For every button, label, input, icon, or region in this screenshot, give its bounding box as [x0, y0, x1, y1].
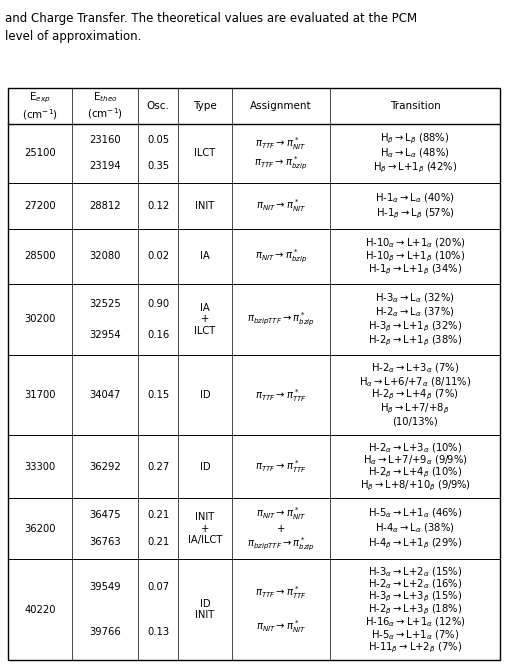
Text: H-2$_{\alpha}$$\rightarrow$L$_{\alpha}$ (37%): H-2$_{\alpha}$$\rightarrow$L$_{\alpha}$ …: [375, 306, 455, 319]
Text: INIT
+
IA/ILCT: INIT + IA/ILCT: [188, 512, 222, 545]
Text: H$_{\alpha}$$\rightarrow$L+7/+9$_{\alpha}$ (9/9%): H$_{\alpha}$$\rightarrow$L+7/+9$_{\alpha…: [363, 454, 467, 467]
Text: IA
+
ILCT: IA + ILCT: [194, 303, 215, 336]
Text: $\pi_{NIT}$$\rightarrow$$\pi^*_{NIT}$: $\pi_{NIT}$$\rightarrow$$\pi^*_{NIT}$: [256, 505, 306, 521]
Text: ILCT: ILCT: [194, 149, 215, 159]
Text: $\pi_{TTF}$$\rightarrow$$\pi^*_{TTF}$: $\pi_{TTF}$$\rightarrow$$\pi^*_{TTF}$: [255, 584, 307, 601]
Text: H$_{\beta}$$\rightarrow$L$_{\beta}$ (88%): H$_{\beta}$$\rightarrow$L$_{\beta}$ (88%…: [380, 131, 450, 146]
Text: H-1$_{\beta}$$\rightarrow$L$_{\beta}$ (57%): H-1$_{\beta}$$\rightarrow$L$_{\beta}$ (5…: [376, 206, 454, 221]
Text: 0.90: 0.90: [147, 299, 169, 309]
Text: 0.13: 0.13: [147, 627, 169, 637]
Text: H-10$_{\alpha}$$\rightarrow$L+1$_{\alpha}$ (20%): H-10$_{\alpha}$$\rightarrow$L+1$_{\alpha…: [365, 236, 465, 250]
Text: ID
INIT: ID INIT: [195, 599, 214, 620]
Text: H-4$_{\beta}$$\rightarrow$L+1$_{\beta}$ (29%): H-4$_{\beta}$$\rightarrow$L+1$_{\beta}$ …: [368, 537, 462, 551]
Text: H-2$_{\beta}$$\rightarrow$L+4$_{\beta}$ (10%): H-2$_{\beta}$$\rightarrow$L+4$_{\beta}$ …: [368, 466, 462, 480]
Text: 0.02: 0.02: [147, 252, 169, 262]
Text: +: +: [277, 523, 285, 533]
Text: 28812: 28812: [89, 201, 121, 211]
Text: H-3$_{\beta}$$\rightarrow$L+3$_{\beta}$ (15%): H-3$_{\beta}$$\rightarrow$L+3$_{\beta}$ …: [368, 589, 462, 604]
Text: H-3$_{\beta}$$\rightarrow$L+1$_{\beta}$ (32%): H-3$_{\beta}$$\rightarrow$L+1$_{\beta}$ …: [368, 320, 462, 334]
Text: H-10$_{\beta}$$\rightarrow$L+1$_{\beta}$ (10%): H-10$_{\beta}$$\rightarrow$L+1$_{\beta}$…: [365, 249, 465, 264]
Text: Osc.: Osc.: [147, 101, 169, 111]
Text: 25100: 25100: [24, 149, 56, 159]
Text: E$_{exp}$
(cm$^{-1}$): E$_{exp}$ (cm$^{-1}$): [22, 91, 58, 122]
Text: 0.05: 0.05: [147, 135, 169, 145]
Text: H$_{\beta}$$\rightarrow$L+7/+8$_{\beta}$: H$_{\beta}$$\rightarrow$L+7/+8$_{\beta}$: [380, 402, 450, 416]
Text: 0.12: 0.12: [147, 201, 169, 211]
Text: 23160: 23160: [89, 135, 121, 145]
Text: 0.21: 0.21: [147, 510, 169, 520]
Text: H-2$_{\alpha}$$\rightarrow$L+2$_{\alpha}$ (16%): H-2$_{\alpha}$$\rightarrow$L+2$_{\alpha}…: [368, 577, 462, 591]
Text: H-2$_{\beta}$$\rightarrow$L+3$_{\beta}$ (18%): H-2$_{\beta}$$\rightarrow$L+3$_{\beta}$ …: [368, 602, 462, 617]
Text: H-2$_{\beta}$$\rightarrow$L+4$_{\beta}$ (7%): H-2$_{\beta}$$\rightarrow$L+4$_{\beta}$ …: [371, 388, 459, 402]
Text: 32954: 32954: [89, 330, 121, 340]
Text: 28500: 28500: [24, 252, 56, 262]
Text: $\pi_{TTF}$$\rightarrow$$\pi^*_{NIT}$: $\pi_{TTF}$$\rightarrow$$\pi^*_{NIT}$: [256, 135, 307, 152]
Text: $\pi_{bzipTTF}$$\rightarrow$$\pi^*_{bzip}$: $\pi_{bzipTTF}$$\rightarrow$$\pi^*_{bzip…: [247, 535, 315, 553]
Text: 0.16: 0.16: [147, 330, 169, 340]
Text: H-2$_{\alpha}$$\rightarrow$L+3$_{\alpha}$ (10%): H-2$_{\alpha}$$\rightarrow$L+3$_{\alpha}…: [368, 441, 462, 454]
Text: 27200: 27200: [24, 201, 56, 211]
Text: 36475: 36475: [89, 510, 121, 520]
Text: H-2$_{\alpha}$$\rightarrow$L+3$_{\alpha}$ (7%): H-2$_{\alpha}$$\rightarrow$L+3$_{\alpha}…: [371, 362, 459, 376]
Text: $\pi_{TTF}$$\rightarrow$$\pi^*_{bzip}$: $\pi_{TTF}$$\rightarrow$$\pi^*_{bzip}$: [255, 155, 308, 172]
Text: 23194: 23194: [89, 161, 121, 171]
Text: level of approximation.: level of approximation.: [5, 30, 141, 43]
Text: $\pi_{NIT}$$\rightarrow$$\pi^*_{NIT}$: $\pi_{NIT}$$\rightarrow$$\pi^*_{NIT}$: [256, 618, 306, 635]
Text: H$_{\alpha}$$\rightarrow$L$_{\alpha}$ (48%): H$_{\alpha}$$\rightarrow$L$_{\alpha}$ (4…: [380, 147, 450, 161]
Text: 33300: 33300: [24, 462, 56, 472]
Text: 31700: 31700: [24, 390, 56, 400]
Text: IA: IA: [200, 252, 210, 262]
Text: E$_{theo}$
(cm$^{-1}$): E$_{theo}$ (cm$^{-1}$): [87, 91, 123, 121]
Text: $\pi_{NIT}$$\rightarrow$$\pi^*_{NIT}$: $\pi_{NIT}$$\rightarrow$$\pi^*_{NIT}$: [256, 198, 306, 214]
Text: H-5$_{\alpha}$$\rightarrow$L+1$_{\alpha}$ (7%): H-5$_{\alpha}$$\rightarrow$L+1$_{\alpha}…: [371, 628, 459, 641]
Text: H$_{\beta}$$\rightarrow$L+1$_{\beta}$ (42%): H$_{\beta}$$\rightarrow$L+1$_{\beta}$ (4…: [373, 161, 457, 175]
Text: $\pi_{bzipTTF}$$\rightarrow$$\pi^*_{bzip}$: $\pi_{bzipTTF}$$\rightarrow$$\pi^*_{bzip…: [247, 311, 315, 328]
Text: H-5$_{\alpha}$$\rightarrow$L+1$_{\alpha}$ (46%): H-5$_{\alpha}$$\rightarrow$L+1$_{\alpha}…: [368, 507, 462, 520]
Text: 34047: 34047: [89, 390, 121, 400]
Text: 30200: 30200: [24, 314, 56, 324]
Text: Assignment: Assignment: [250, 101, 312, 111]
Text: $\pi_{NIT}$$\rightarrow$$\pi^*_{bzip}$: $\pi_{NIT}$$\rightarrow$$\pi^*_{bzip}$: [255, 248, 307, 265]
Text: H-4$_{\alpha}$$\rightarrow$L$_{\alpha}$ (38%): H-4$_{\alpha}$$\rightarrow$L$_{\alpha}$ …: [375, 522, 455, 535]
Text: 32080: 32080: [89, 252, 121, 262]
Text: 39549: 39549: [89, 582, 121, 592]
Text: 36200: 36200: [24, 523, 56, 533]
Text: ID: ID: [200, 462, 210, 472]
Text: H$_{\beta}$$\rightarrow$L+8/+10$_{\beta}$ (9/9%): H$_{\beta}$$\rightarrow$L+8/+10$_{\beta}…: [359, 478, 470, 493]
Text: H-2$_{\beta}$$\rightarrow$L+1$_{\beta}$ (38%): H-2$_{\beta}$$\rightarrow$L+1$_{\beta}$ …: [368, 334, 462, 348]
Text: 36292: 36292: [89, 462, 121, 472]
Text: 39766: 39766: [89, 627, 121, 637]
Text: H-16$_{\alpha}$$\rightarrow$L+1$_{\alpha}$ (12%): H-16$_{\alpha}$$\rightarrow$L+1$_{\alpha…: [365, 615, 465, 629]
Text: 0.27: 0.27: [147, 462, 169, 472]
Text: 36763: 36763: [89, 537, 121, 547]
Text: (10/13%): (10/13%): [392, 417, 438, 427]
Text: Type: Type: [193, 101, 217, 111]
Text: and Charge Transfer. The theoretical values are evaluated at the PCM: and Charge Transfer. The theoretical val…: [5, 12, 417, 25]
Text: 32525: 32525: [89, 299, 121, 309]
Text: Transition: Transition: [389, 101, 441, 111]
Text: 0.35: 0.35: [147, 161, 169, 171]
Text: 0.21: 0.21: [147, 537, 169, 547]
Bar: [8, 88, 500, 660]
Text: 40220: 40220: [24, 605, 56, 615]
Text: H-3$_{\alpha}$$\rightarrow$L$_{\alpha}$ (32%): H-3$_{\alpha}$$\rightarrow$L$_{\alpha}$ …: [375, 291, 455, 305]
Text: H$_{\alpha}$$\rightarrow$L+6/+7$_{\alpha}$ (8/11%): H$_{\alpha}$$\rightarrow$L+6/+7$_{\alpha…: [359, 375, 471, 389]
Text: 0.15: 0.15: [147, 390, 169, 400]
Text: INIT: INIT: [195, 201, 214, 211]
Text: H-11$_{\beta}$$\rightarrow$L+2$_{\beta}$ (7%): H-11$_{\beta}$$\rightarrow$L+2$_{\beta}$…: [368, 640, 462, 655]
Text: ID: ID: [200, 390, 210, 400]
Text: H-1$_{\beta}$$\rightarrow$L+1$_{\beta}$ (34%): H-1$_{\beta}$$\rightarrow$L+1$_{\beta}$ …: [368, 263, 462, 277]
Text: $\pi_{TTF}$$\rightarrow$$\pi^*_{TTF}$: $\pi_{TTF}$$\rightarrow$$\pi^*_{TTF}$: [255, 458, 307, 475]
Text: 0.07: 0.07: [147, 582, 169, 592]
Text: $\pi_{TTF}$$\rightarrow$$\pi^*_{TTF}$: $\pi_{TTF}$$\rightarrow$$\pi^*_{TTF}$: [255, 387, 307, 404]
Text: H-1$_{\alpha}$$\rightarrow$L$_{\alpha}$ (40%): H-1$_{\alpha}$$\rightarrow$L$_{\alpha}$ …: [375, 191, 455, 205]
Text: H-3$_{\alpha}$$\rightarrow$L+2$_{\alpha}$ (15%): H-3$_{\alpha}$$\rightarrow$L+2$_{\alpha}…: [368, 565, 462, 579]
